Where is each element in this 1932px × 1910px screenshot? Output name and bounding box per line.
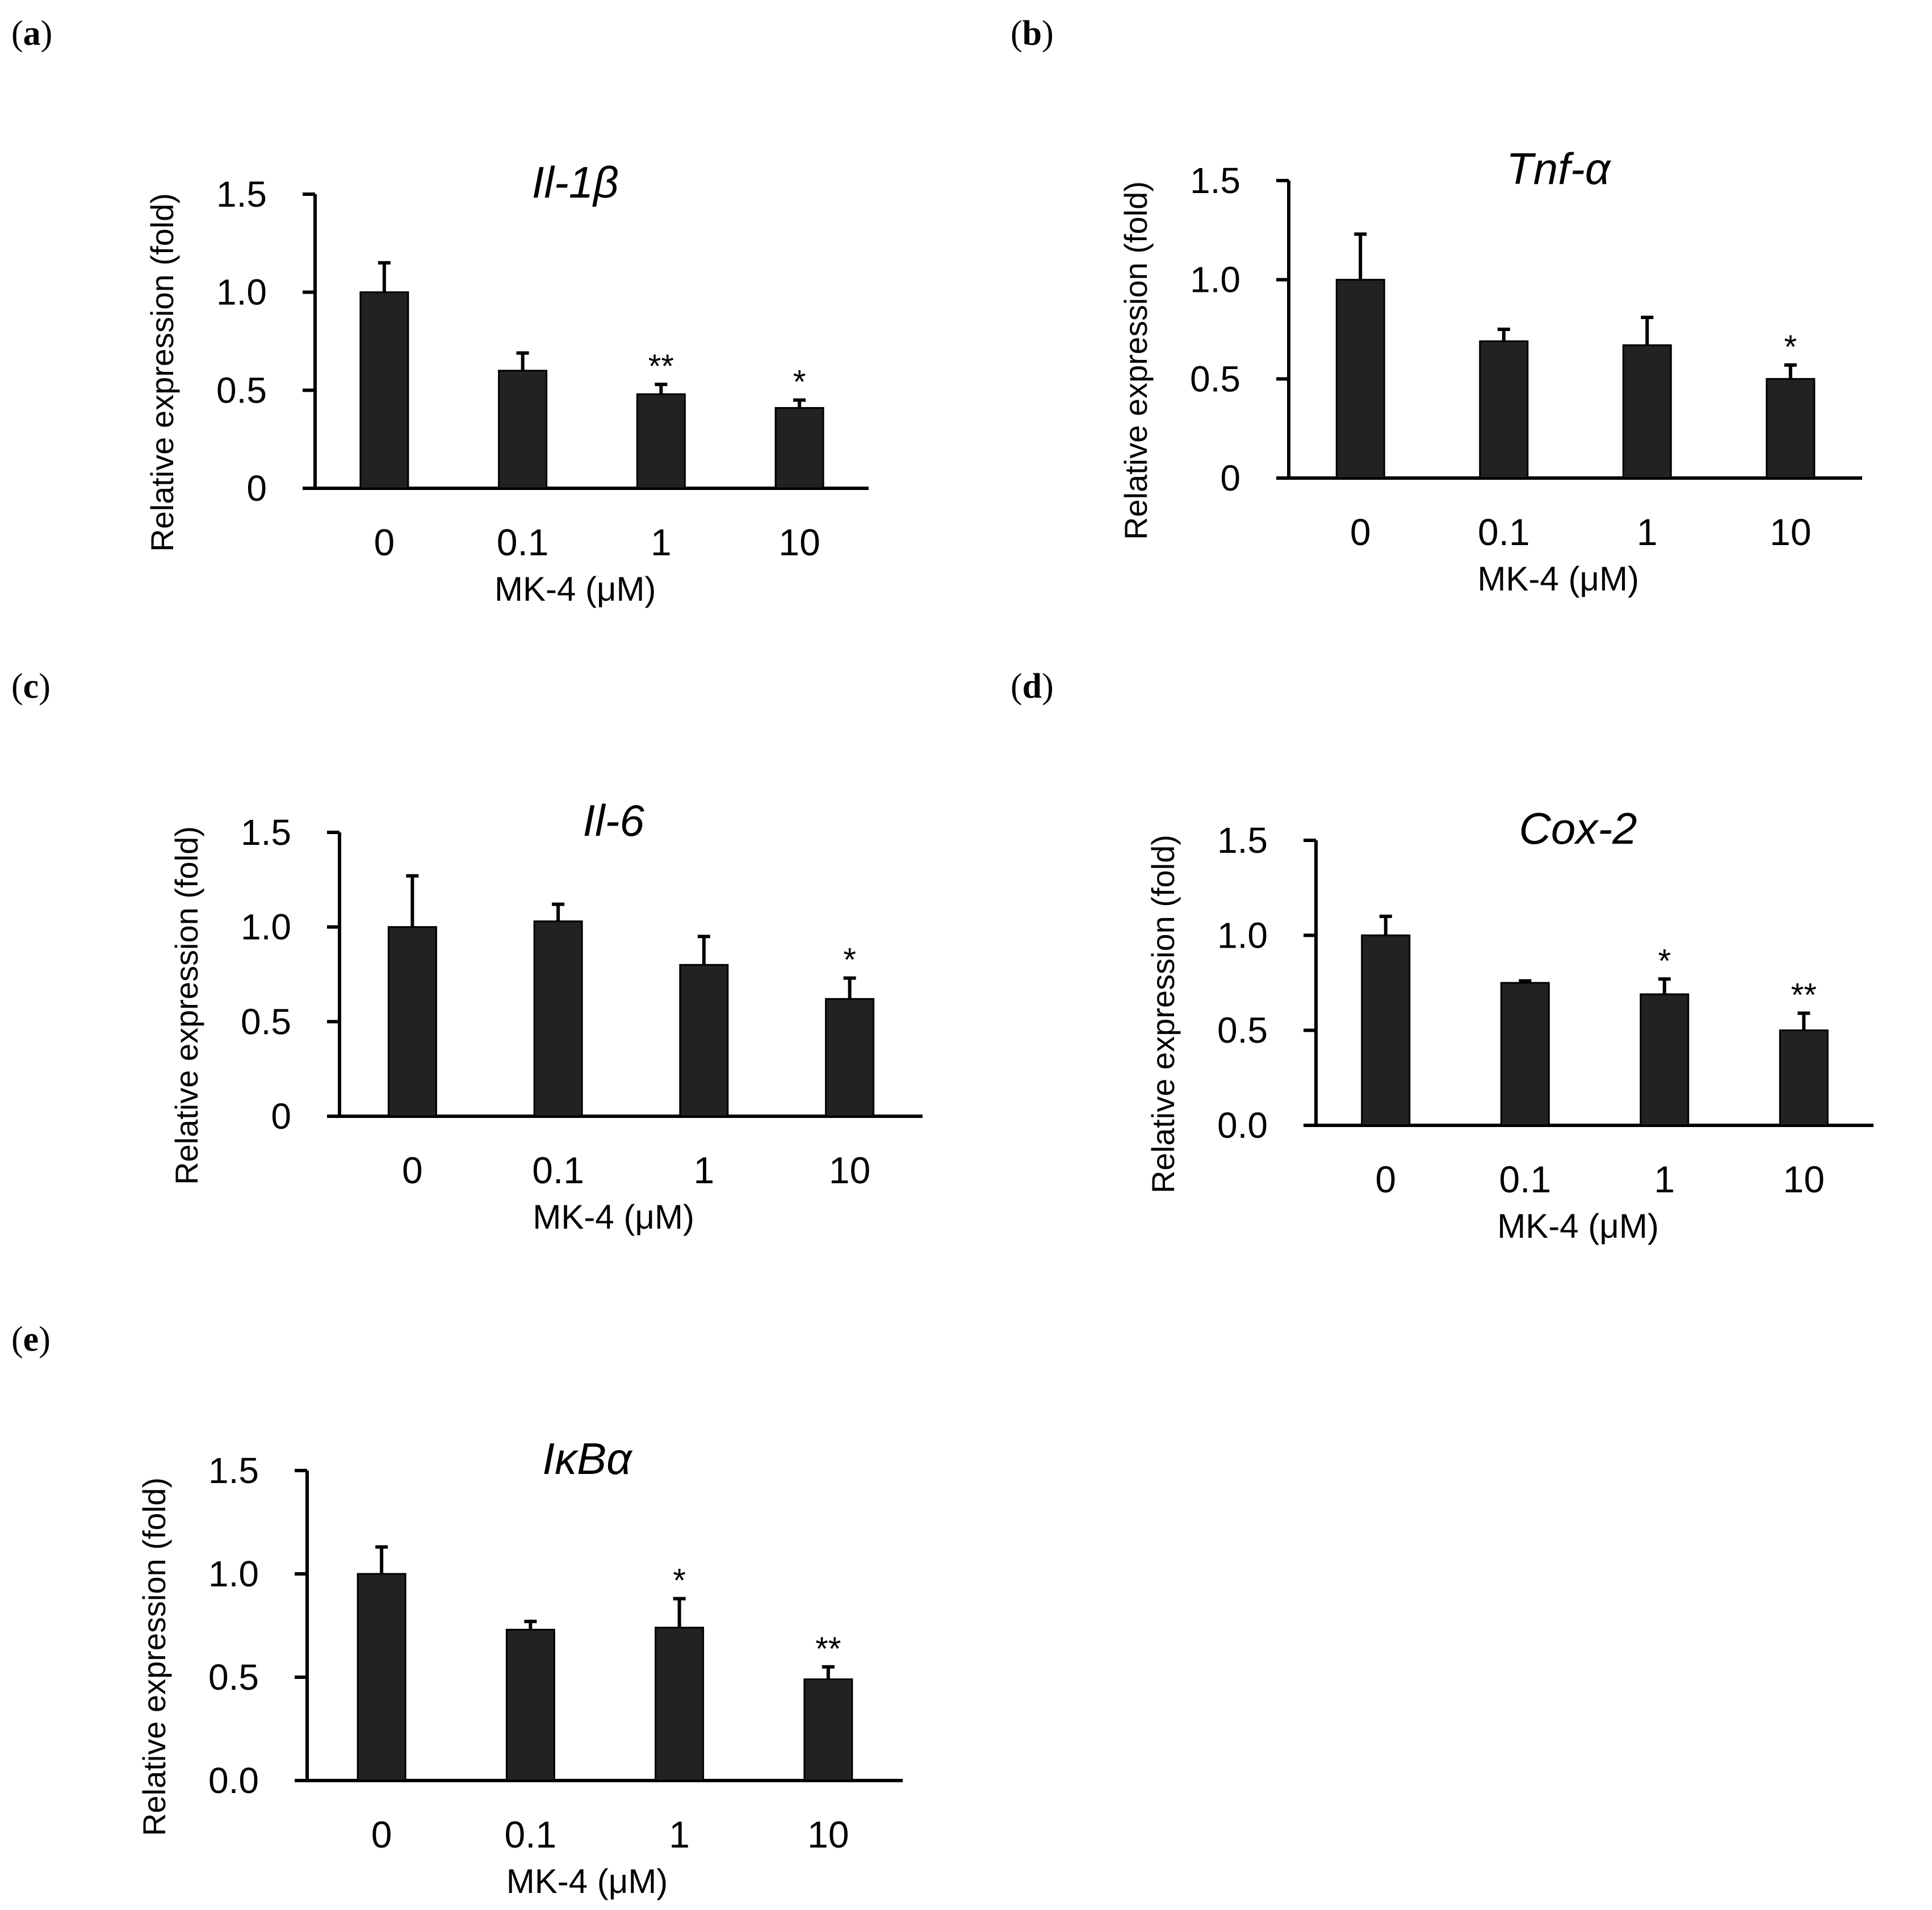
bar	[498, 370, 548, 489]
bar	[1479, 340, 1529, 479]
bar	[387, 926, 437, 1117]
y-axis-label: Relative expression (fold)	[1118, 181, 1154, 540]
y-axis-label: Relative expression (fold)	[169, 826, 204, 1185]
x-axis-label: MK-4 (μM)	[1477, 560, 1639, 598]
bar	[359, 291, 409, 489]
panel-label-c: (c)	[11, 667, 51, 706]
chart-c: 0 0.5 1.0 1.5 0 0.1 1 * 10 Il-6 MK-4 (μM) Relative …	[169, 795, 923, 1236]
y-tick-label: 1.0	[1217, 915, 1268, 956]
chart-a: 0 0.5 1.0 1.5 0 0.1 ** 1 * 10 Il-1β MK-4 (μM) Relati…	[144, 157, 869, 608]
bar	[1640, 993, 1690, 1126]
x-tick-label: 0	[371, 1813, 392, 1855]
x-tick-label: 1	[669, 1813, 690, 1855]
y-tick-label: 0.5	[208, 1657, 259, 1698]
y-tick-label: 0	[1220, 458, 1240, 499]
bar	[1500, 982, 1550, 1126]
y-tick-label: 1.0	[208, 1553, 259, 1594]
bar	[533, 920, 583, 1117]
bar	[357, 1573, 406, 1782]
x-tick-label: 10	[807, 1813, 849, 1855]
panel-label-b: (b)	[1011, 14, 1054, 53]
y-axis-label: Relative expression (fold)	[1145, 835, 1181, 1193]
bar	[636, 393, 686, 489]
x-axis-label: MK-4 (μM)	[506, 1862, 668, 1900]
bar	[655, 1627, 705, 1782]
x-tick-label: 0.1	[497, 521, 549, 563]
significance-marker: *	[673, 1563, 686, 1599]
x-tick-label: 1	[651, 521, 672, 563]
bar	[1766, 378, 1816, 479]
x-tick-label: 1	[1637, 511, 1658, 553]
y-tick-label: 0.5	[1217, 1010, 1268, 1051]
y-tick-label: 0.5	[241, 1001, 291, 1042]
bar	[505, 1628, 555, 1782]
panel-label-d: (d)	[1011, 667, 1054, 706]
x-tick-label: 0.1	[1478, 511, 1530, 553]
bar	[803, 1678, 853, 1782]
y-tick-label: 1.0	[1190, 259, 1240, 300]
chart-b: 0 0.5 1.0 1.5 0 0.1 1 * 10 Tnf-α MK-4 (μM) Relative…	[1118, 144, 1862, 598]
y-tick-label: 1.5	[1190, 160, 1240, 201]
x-tick-label: 0	[402, 1149, 423, 1191]
x-tick-label: 10	[1770, 511, 1811, 553]
x-tick-label: 0	[1350, 511, 1371, 553]
y-axis-label: Relative expression (fold)	[144, 193, 180, 552]
x-tick-label: 0.1	[505, 1813, 557, 1855]
y-tick-label: 0	[271, 1096, 291, 1137]
chart-d: 0.0 0.5 1.0 1.5 0 0.1 * 1 ** 10 Cox-2 MK-4 (μM) Rela…	[1145, 803, 1874, 1245]
y-axis-label: Relative expression (fold)	[136, 1477, 172, 1836]
bar	[774, 407, 824, 489]
chart-e: 0.0 0.5 1.0 1.5 0 0.1 * 1 ** 10 IκBα MK-4 (μM) Relat…	[136, 1434, 903, 1900]
significance-marker: **	[648, 348, 674, 385]
x-tick-label: 1	[694, 1149, 715, 1191]
x-tick-label: 10	[1783, 1158, 1825, 1200]
x-tick-label: 10	[778, 521, 820, 563]
x-tick-label: 1	[1654, 1158, 1675, 1200]
y-tick-label: 0.5	[1190, 358, 1240, 399]
x-tick-label: 10	[829, 1149, 870, 1191]
y-tick-label: 0	[246, 468, 267, 509]
x-axis-label: MK-4 (μM)	[1497, 1207, 1659, 1245]
y-tick-label: 0.0	[1217, 1105, 1268, 1146]
chart-title: Tnf-α	[1506, 144, 1612, 194]
chart-title: IκBα	[542, 1434, 633, 1484]
y-tick-label: 0.0	[208, 1760, 259, 1801]
significance-marker: *	[1784, 329, 1797, 366]
chart-title: Cox-2	[1519, 803, 1637, 853]
x-tick-label: 0	[374, 521, 395, 563]
y-tick-label: 1.0	[241, 907, 291, 948]
y-tick-label: 1.0	[216, 272, 267, 313]
y-tick-label: 1.5	[216, 174, 267, 215]
y-tick-label: 1.5	[1217, 820, 1268, 861]
x-axis-label: MK-4 (μM)	[494, 570, 656, 608]
chart-title: Il-6	[583, 795, 645, 845]
significance-marker: *	[1658, 943, 1671, 979]
significance-marker: *	[843, 942, 856, 979]
y-tick-label: 0.5	[216, 370, 267, 411]
bar	[1622, 344, 1672, 479]
bar	[1335, 279, 1385, 479]
bar	[1361, 934, 1411, 1126]
y-tick-label: 1.5	[208, 1450, 259, 1491]
bar	[679, 964, 729, 1117]
panel-label-e: (e)	[11, 1320, 51, 1359]
significance-marker: **	[1791, 977, 1817, 1014]
chart-title: Il-1β	[532, 157, 619, 207]
significance-marker: **	[815, 1631, 841, 1668]
x-tick-label: 0	[1375, 1158, 1396, 1200]
bar	[825, 998, 875, 1117]
y-tick-label: 1.5	[241, 812, 291, 853]
x-tick-label: 0.1	[532, 1149, 584, 1191]
x-tick-label: 0.1	[1499, 1158, 1551, 1200]
x-axis-label: MK-4 (μM)	[533, 1198, 694, 1236]
significance-marker: *	[793, 364, 806, 401]
bar	[1779, 1029, 1829, 1126]
panel-label-a: (a)	[11, 14, 53, 53]
